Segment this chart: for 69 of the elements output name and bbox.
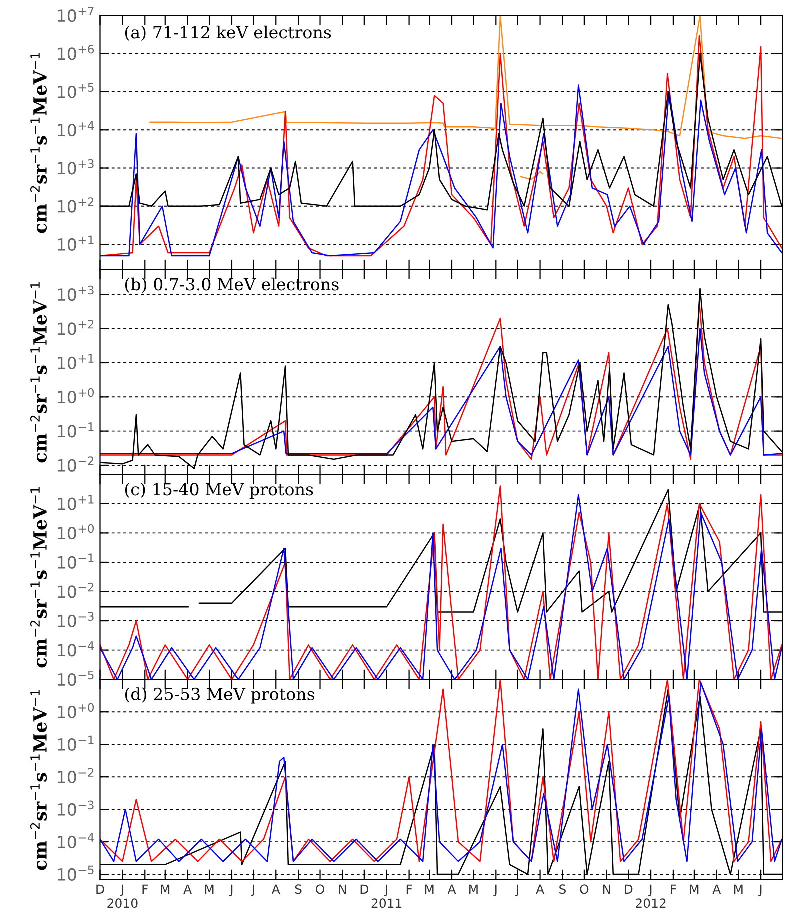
x-tick-label: D (625, 884, 633, 894)
chart-title: (b) 0.7-3.0 MeV electrons (125, 278, 339, 294)
x-tick-label: M (690, 884, 699, 894)
y-tick-label: 10$^{+7}$ (58, 7, 94, 22)
x-tick-label: N (603, 884, 610, 894)
y-tick-label: 10$^{−5}$ (58, 670, 94, 686)
x-tick-label: N (339, 884, 346, 894)
y-tick-label: 10$^{−1}$ (58, 422, 94, 438)
y-tick-label: 10$^{−3}$ (58, 612, 94, 628)
x-tick-label: A (712, 884, 722, 894)
x-tick-label: F (671, 884, 676, 894)
x-tick-label: M (470, 884, 478, 894)
y-tick-label: 10$^{+3}$ (58, 286, 94, 302)
x-tick-label: J (515, 884, 518, 896)
y-tick-label: 10$^{−2}$ (58, 456, 94, 472)
line-series (520, 171, 544, 180)
text: (a) 71-112 keV electrons (125, 26, 332, 42)
y-tick-label: 10$^{+4}$ (58, 121, 94, 137)
x-tick-label: J (229, 884, 233, 896)
x-tick-label: S (295, 884, 302, 894)
x-tick-label: M (161, 884, 170, 894)
x-tick-label: J (494, 884, 497, 896)
y-tick-label: 10$^{+2}$ (58, 320, 94, 336)
y-tick-label: 10$^{−2}$ (58, 582, 94, 598)
line-series (100, 328, 783, 456)
y-axis-title: cm$^{−2}$sr$^{−1}$s$^{−1}$MeV$^{−1}$ (30, 690, 48, 870)
y-tick-label: 10$^{−4}$ (58, 642, 94, 657)
x-tick-label: A (272, 884, 280, 894)
x-tick-label: D (360, 884, 368, 894)
y-tick-label: 10$^{+6}$ (58, 44, 94, 60)
y-axis-title: cm$^{−2}$sr$^{−1}$s$^{−1}$MeV$^{−1}$ (30, 488, 48, 668)
x-tick-label: J 2010 (108, 884, 138, 908)
y-tick-label: 10$^{+5}$ (58, 83, 94, 98)
x-tick-label: M (734, 884, 743, 894)
line-series (150, 16, 783, 140)
y-tick-label: 10$^{+1}$ (58, 236, 94, 252)
y-tick-label: 10$^{−1}$ (58, 554, 94, 569)
x-tick-label: S (560, 884, 566, 894)
y-tick-label: 10$^{+2}$ (58, 198, 94, 213)
x-tick-label: J (251, 884, 254, 896)
x-tick-label: J 2012 (636, 884, 666, 908)
y-tick-label: 10$^{−1}$ (58, 736, 94, 752)
y-tick-label: 10$^{−5}$ (58, 866, 94, 882)
y-tick-label: 10$^{+0}$ (58, 524, 94, 540)
x-tick-label: F (142, 884, 148, 894)
chart-title: (d) 25-53 MeV protons (125, 688, 315, 704)
x-tick-label: J 2011 (372, 884, 402, 908)
y-axis-title: cm$^{−2}$sr$^{−1}$s$^{−1}$MeV$^{−1}$ (30, 282, 48, 463)
y-tick-label: 10$^{+1}$ (58, 495, 94, 510)
x-tick-label: M (205, 884, 214, 894)
y-axis-title: cm$^{−2}$sr$^{−1}$s$^{−1}$MeV$^{−1}$ (30, 53, 48, 234)
y-tick-label: 10$^{−3}$ (58, 800, 94, 816)
y-tick-label: 10$^{+3}$ (58, 159, 94, 175)
x-tick-label: M (425, 884, 434, 894)
x-tick-label: D (96, 884, 104, 894)
chart-title: (c) 15-40 MeV protons (125, 482, 314, 499)
x-tick-label: F (406, 884, 412, 894)
x-tick-label: O (580, 884, 589, 894)
x-tick-label: J (758, 884, 762, 896)
x-tick-label: A (184, 884, 192, 894)
line-series (100, 84, 783, 257)
y-tick-label: 10$^{+1}$ (58, 354, 94, 370)
x-tick-label: O (316, 884, 324, 894)
y-tick-label: 10$^{+0}$ (58, 388, 94, 404)
x-tick-label: A (536, 884, 544, 894)
y-tick-label: 10$^{−4}$ (58, 833, 94, 849)
x-tick-label: A (448, 884, 456, 894)
y-tick-label: 10$^{+0}$ (58, 703, 94, 719)
y-tick-label: 10$^{−2}$ (58, 768, 94, 784)
